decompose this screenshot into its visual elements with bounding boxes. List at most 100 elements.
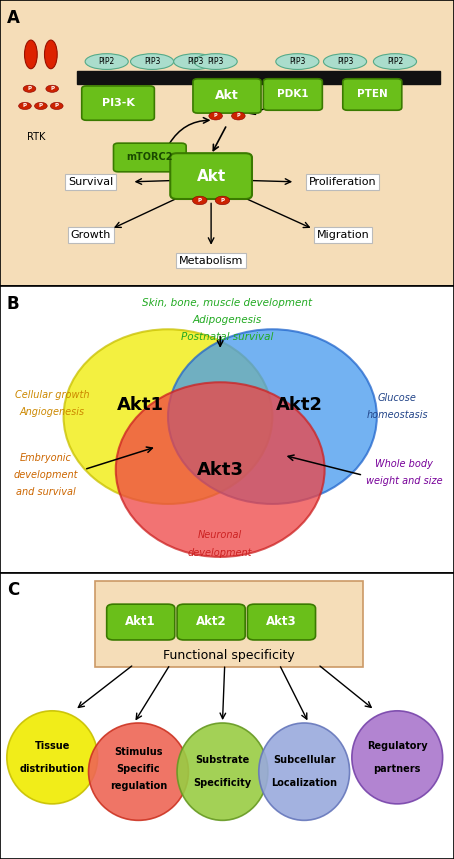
Text: Specific: Specific: [117, 764, 160, 774]
FancyBboxPatch shape: [263, 79, 322, 110]
Text: A: A: [7, 9, 20, 27]
Ellipse shape: [215, 196, 230, 204]
Ellipse shape: [232, 112, 245, 120]
Text: Embryonic: Embryonic: [20, 454, 71, 463]
Text: Subcellular: Subcellular: [273, 755, 336, 765]
FancyBboxPatch shape: [177, 604, 245, 640]
Bar: [77, 71, 440, 83]
FancyBboxPatch shape: [82, 86, 154, 120]
Text: distribution: distribution: [20, 764, 85, 774]
Ellipse shape: [46, 85, 59, 93]
Text: PIP3: PIP3: [187, 57, 203, 66]
Text: weight and size: weight and size: [366, 476, 442, 486]
Ellipse shape: [85, 53, 128, 70]
Text: P: P: [214, 113, 217, 119]
FancyBboxPatch shape: [95, 582, 363, 667]
Text: Survival: Survival: [68, 177, 114, 186]
Text: Akt3: Akt3: [266, 615, 297, 629]
Ellipse shape: [177, 723, 268, 820]
Ellipse shape: [64, 329, 272, 504]
Ellipse shape: [23, 85, 36, 93]
Text: Specificity: Specificity: [193, 778, 252, 788]
Text: RTK: RTK: [27, 132, 45, 143]
Ellipse shape: [373, 53, 417, 70]
Text: Growth: Growth: [71, 230, 111, 240]
Text: Akt: Akt: [215, 89, 239, 102]
Text: Localization: Localization: [271, 778, 337, 788]
FancyBboxPatch shape: [247, 604, 316, 640]
Ellipse shape: [116, 382, 325, 557]
Text: Stimulus: Stimulus: [114, 746, 163, 757]
Text: P: P: [237, 113, 240, 119]
Ellipse shape: [168, 329, 377, 504]
Text: PIP2: PIP2: [387, 57, 403, 66]
Text: Akt: Akt: [197, 168, 226, 184]
Text: Adipogenesis: Adipogenesis: [192, 315, 262, 325]
Ellipse shape: [324, 53, 367, 70]
Text: P: P: [39, 103, 43, 108]
Text: Functional specificity: Functional specificity: [163, 649, 295, 662]
Text: Postnatal survival: Postnatal survival: [181, 332, 273, 342]
Ellipse shape: [44, 40, 57, 69]
Text: Akt2: Akt2: [276, 396, 323, 414]
Text: Akt1: Akt1: [117, 396, 164, 414]
Text: mTORC2: mTORC2: [127, 153, 173, 162]
Text: P: P: [28, 86, 31, 91]
Text: Metabolism: Metabolism: [179, 256, 243, 265]
Ellipse shape: [50, 102, 63, 110]
Text: development: development: [13, 471, 78, 480]
Ellipse shape: [7, 711, 98, 804]
Ellipse shape: [19, 102, 31, 110]
FancyBboxPatch shape: [343, 79, 402, 110]
FancyBboxPatch shape: [170, 153, 252, 199]
Ellipse shape: [131, 53, 174, 70]
Text: Cellular growth: Cellular growth: [15, 390, 89, 400]
Text: Skin, bone, muscle development: Skin, bone, muscle development: [142, 298, 312, 308]
Ellipse shape: [209, 112, 222, 120]
Text: Akt2: Akt2: [196, 615, 227, 629]
Text: development: development: [188, 548, 252, 557]
Text: regulation: regulation: [110, 781, 167, 791]
Text: PTEN: PTEN: [357, 89, 388, 100]
Text: B: B: [7, 295, 20, 313]
Text: P: P: [23, 103, 27, 108]
Text: Migration: Migration: [316, 230, 369, 240]
Text: PIP3: PIP3: [337, 57, 353, 66]
Text: C: C: [7, 582, 19, 600]
Text: PIP3: PIP3: [207, 57, 224, 66]
Text: Tissue: Tissue: [35, 741, 70, 751]
Text: P: P: [55, 103, 59, 108]
Text: P: P: [198, 198, 202, 203]
Text: Whole body: Whole body: [375, 459, 433, 469]
Ellipse shape: [192, 196, 207, 204]
Text: partners: partners: [374, 764, 421, 774]
Text: homeostasis: homeostasis: [366, 411, 428, 420]
Text: Glucose: Glucose: [378, 393, 417, 403]
Ellipse shape: [259, 723, 350, 820]
Text: PIP2: PIP2: [99, 57, 115, 66]
Text: P: P: [50, 86, 54, 91]
Text: Substrate: Substrate: [195, 755, 250, 765]
Text: PIP3: PIP3: [144, 57, 160, 66]
Ellipse shape: [89, 723, 188, 820]
Text: PI3-K: PI3-K: [102, 98, 134, 108]
FancyBboxPatch shape: [193, 79, 261, 113]
Text: Angiogenesis: Angiogenesis: [20, 407, 85, 417]
Ellipse shape: [194, 53, 237, 70]
FancyBboxPatch shape: [114, 143, 186, 172]
Ellipse shape: [276, 53, 319, 70]
Text: P: P: [221, 198, 224, 203]
Text: Akt1: Akt1: [125, 615, 156, 629]
FancyBboxPatch shape: [107, 604, 175, 640]
Ellipse shape: [352, 711, 443, 804]
Text: and survival: and survival: [15, 488, 75, 497]
Text: PDK1: PDK1: [277, 89, 309, 100]
Ellipse shape: [173, 53, 217, 70]
Text: Akt3: Akt3: [197, 460, 244, 478]
Ellipse shape: [25, 40, 37, 69]
Text: Proliferation: Proliferation: [309, 177, 376, 186]
Ellipse shape: [35, 102, 47, 110]
Text: Neuronal: Neuronal: [198, 531, 242, 540]
Text: PIP3: PIP3: [289, 57, 306, 66]
Text: Regulatory: Regulatory: [367, 741, 428, 751]
